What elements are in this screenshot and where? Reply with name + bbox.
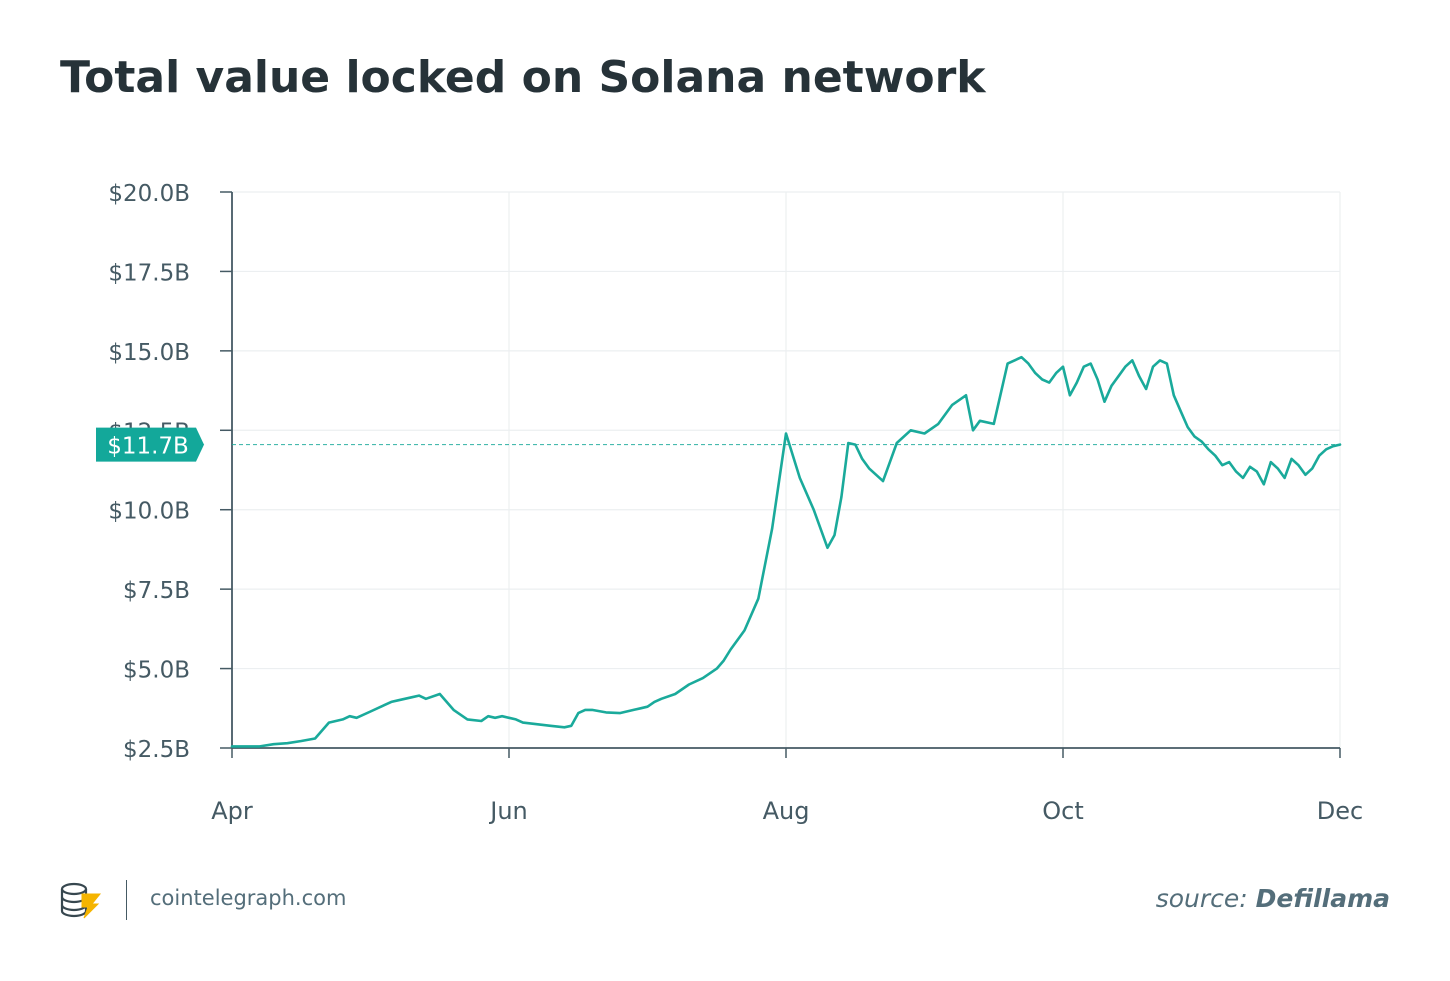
current-value-marker: $11.7B: [96, 427, 204, 462]
grid-lines: [232, 191, 1341, 749]
footer-source: source: Defillama: [1156, 884, 1390, 913]
tvl-series-line: [230, 355, 1342, 748]
x-tick-label: Aug: [763, 797, 810, 825]
y-tick-label: $15.0B: [108, 340, 190, 366]
y-tick-label: $20.0B: [108, 181, 190, 207]
series-group: [230, 355, 1342, 748]
x-tick-label: Oct: [1042, 797, 1084, 825]
chart-title: Total value locked on Solana network: [60, 52, 986, 103]
source-name: Defillama: [1255, 884, 1390, 913]
x-tick-label: Apr: [211, 797, 253, 825]
x-axis-ticks: Apr Jun Aug Oct Dec: [211, 748, 1363, 825]
current-value-label: $11.7B: [107, 434, 189, 460]
y-tick-label: $7.5B: [123, 578, 190, 604]
y-tick-label: $2.5B: [123, 737, 190, 763]
y-tick-label: $10.0B: [108, 499, 190, 525]
cointelegraph-logo-icon: [60, 882, 102, 919]
footer-site-link[interactable]: cointelegraph.com: [150, 886, 347, 910]
y-tick-label: $17.5B: [108, 260, 190, 286]
x-tick-label: Dec: [1317, 797, 1363, 825]
footer-divider: [126, 880, 127, 920]
x-tick-label: Jun: [488, 797, 528, 825]
source-prefix: source:: [1155, 884, 1248, 913]
y-tick-label: $5.0B: [123, 658, 190, 684]
y-axis-ticks: $2.5B$5.0B$7.5B$10.0B$12.5B$15.0B$17.5B$…: [108, 181, 232, 763]
current-value-badge: [96, 427, 204, 462]
